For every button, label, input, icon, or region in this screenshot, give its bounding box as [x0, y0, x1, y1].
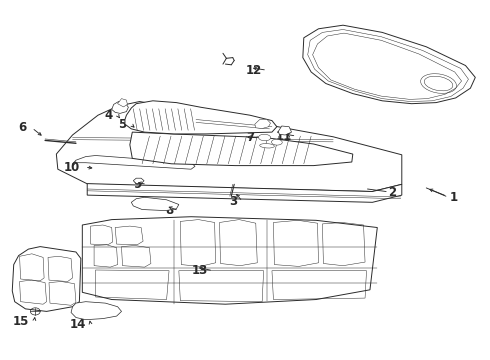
Polygon shape	[56, 102, 402, 192]
Text: 15: 15	[13, 315, 29, 328]
Polygon shape	[71, 302, 122, 320]
Ellipse shape	[259, 134, 270, 141]
Polygon shape	[255, 120, 270, 129]
Text: 11: 11	[275, 130, 292, 143]
Text: 14: 14	[70, 318, 86, 331]
Polygon shape	[118, 99, 127, 107]
Text: 7: 7	[246, 131, 255, 144]
Polygon shape	[73, 156, 195, 169]
Text: 10: 10	[64, 161, 80, 174]
Polygon shape	[82, 217, 377, 304]
Text: 5: 5	[118, 118, 126, 131]
Text: 3: 3	[229, 195, 238, 208]
Text: 9: 9	[134, 178, 142, 191]
Polygon shape	[278, 126, 292, 135]
Polygon shape	[303, 25, 475, 104]
Polygon shape	[131, 197, 179, 211]
Text: 12: 12	[246, 64, 262, 77]
Polygon shape	[12, 247, 81, 311]
Ellipse shape	[260, 144, 274, 148]
Text: 4: 4	[104, 109, 113, 122]
Polygon shape	[125, 101, 277, 134]
Polygon shape	[87, 184, 402, 202]
Polygon shape	[133, 178, 144, 184]
Text: 2: 2	[388, 186, 396, 199]
Text: 6: 6	[19, 121, 27, 134]
Text: 13: 13	[192, 264, 208, 277]
Ellipse shape	[271, 139, 282, 145]
Text: 8: 8	[166, 204, 174, 217]
Polygon shape	[130, 132, 353, 166]
Text: 1: 1	[450, 191, 458, 204]
Polygon shape	[112, 102, 128, 113]
